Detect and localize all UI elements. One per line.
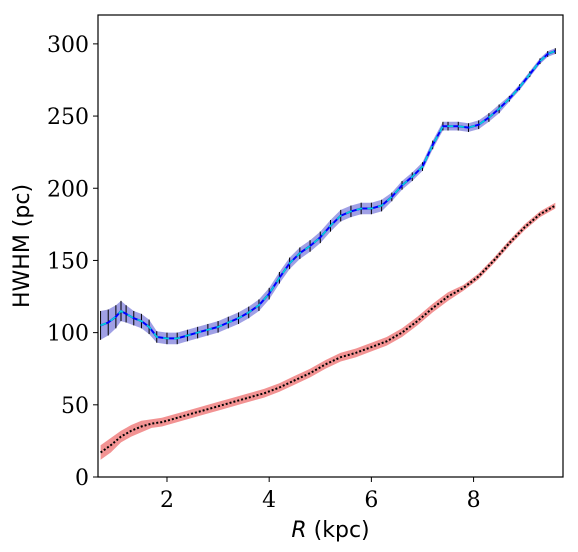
series-0-band bbox=[100, 48, 556, 345]
y-tick-label: 0 bbox=[75, 466, 89, 491]
x-tick-label: 6 bbox=[364, 488, 378, 513]
x-axis-label: R (kpc) bbox=[291, 518, 369, 543]
x-axis-label-variable: R bbox=[291, 518, 306, 543]
y-axis-label: HWHM (pc) bbox=[10, 184, 35, 308]
y-tick-label: 200 bbox=[47, 177, 89, 202]
y-tick-label: 300 bbox=[47, 33, 89, 58]
series-1-line bbox=[100, 204, 556, 454]
x-tick-label: 4 bbox=[262, 488, 276, 513]
y-tick-label: 150 bbox=[47, 249, 89, 274]
y-tick-label: 250 bbox=[47, 105, 89, 130]
error-bands bbox=[100, 48, 556, 460]
x-tick-label: 8 bbox=[467, 488, 481, 513]
series-lines bbox=[100, 50, 556, 454]
series-0-model-line bbox=[100, 50, 556, 340]
x-axis-label-unit: (kpc) bbox=[307, 518, 370, 543]
y-tick-label: 100 bbox=[47, 322, 89, 347]
y-axis-ticks: 0 50 100 150 200 250 300 bbox=[47, 33, 98, 491]
y-tick-label: 50 bbox=[61, 394, 89, 419]
plot-frame bbox=[97, 14, 564, 478]
x-tick-label: 2 bbox=[160, 488, 174, 513]
error-bars bbox=[100, 48, 556, 345]
x-axis-ticks: 2 4 6 8 bbox=[160, 477, 481, 513]
series-0-line bbox=[100, 50, 556, 340]
